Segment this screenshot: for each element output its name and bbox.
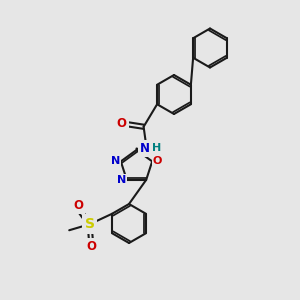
Text: S: S [85,217,94,231]
Text: O: O [117,117,127,130]
Text: O: O [73,199,83,212]
Text: N: N [111,156,120,167]
Text: H: H [152,143,161,153]
Text: N: N [117,175,126,185]
Text: O: O [153,156,162,167]
Text: O: O [86,240,96,253]
Text: N: N [140,142,150,155]
